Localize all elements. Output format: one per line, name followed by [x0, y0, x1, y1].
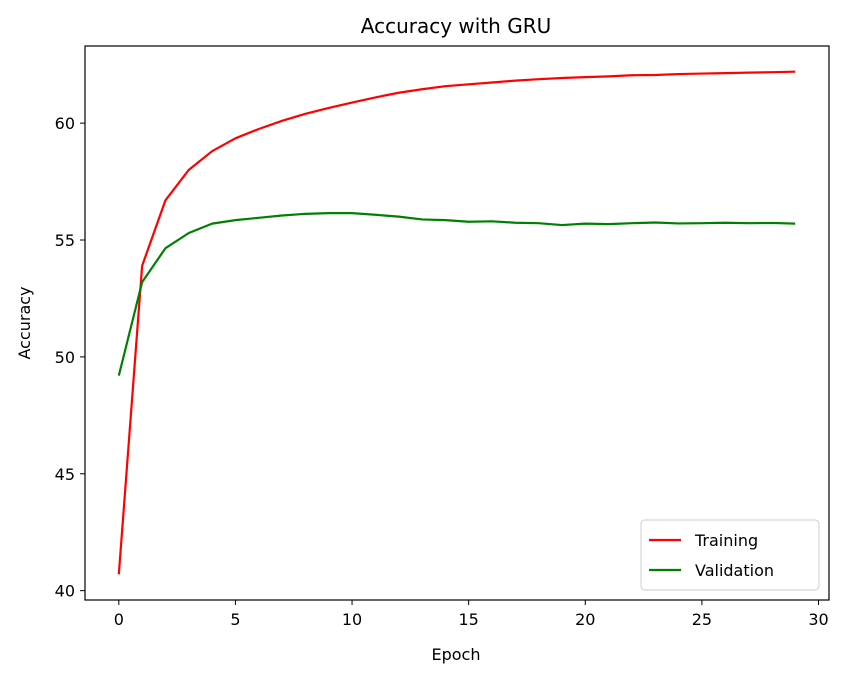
- series-line-validation: [117, 212, 796, 376]
- y-tick-label: 60: [55, 114, 75, 133]
- x-tick-label: 10: [342, 610, 362, 629]
- x-tick-label: 0: [114, 610, 124, 629]
- x-tick-label: 30: [808, 610, 828, 629]
- x-tick-label: 15: [458, 610, 478, 629]
- x-tick-label: 25: [692, 610, 712, 629]
- legend: Training Validation: [640, 519, 820, 591]
- plot-area: [117, 70, 796, 575]
- x-axis-label: Epoch: [432, 645, 481, 664]
- y-axis-label: Accuracy: [15, 286, 34, 359]
- legend-box: [640, 519, 820, 591]
- y-tick-label: 50: [55, 348, 75, 367]
- y-tick-label: 55: [55, 231, 75, 250]
- y-tick-label: 40: [55, 582, 75, 601]
- axes-frame: [84, 45, 830, 601]
- legend-label-validation: Validation: [695, 561, 774, 580]
- x-tick-label: 5: [230, 610, 240, 629]
- series-line-training: [117, 70, 796, 575]
- legend-label-training: Training: [694, 531, 758, 550]
- y-tick-label: 45: [55, 465, 75, 484]
- x-tick-label: 20: [575, 610, 595, 629]
- chart-title: Accuracy with GRU: [361, 14, 552, 38]
